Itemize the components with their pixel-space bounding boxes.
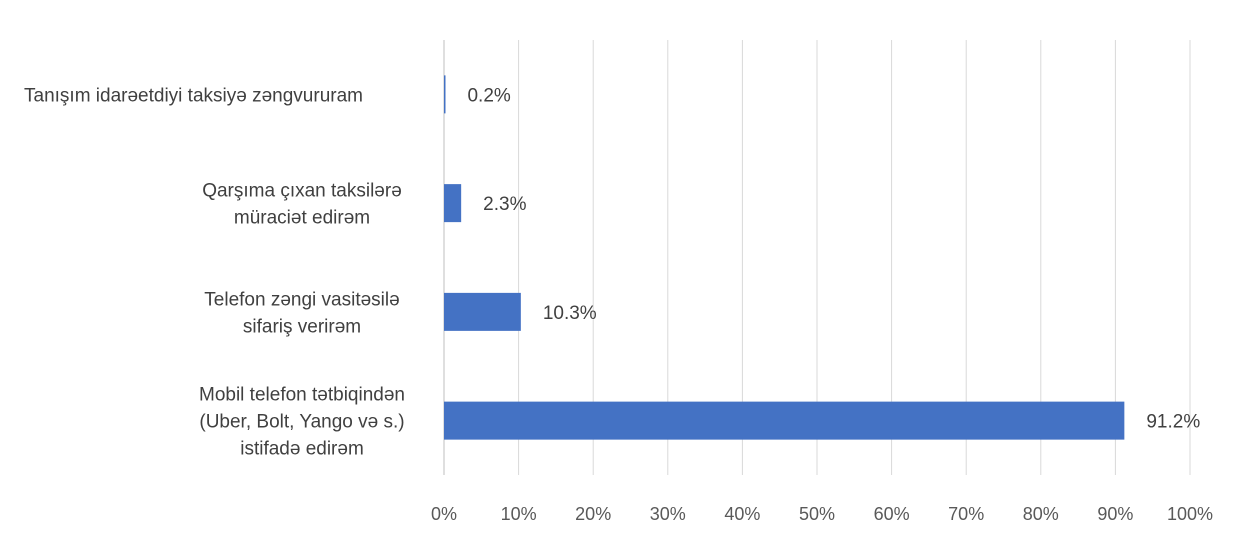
category-label: Tanışım idarəetdiyi taksiyə zəngvururam <box>24 85 363 106</box>
category-label: Telefon zəngi vasitəsilə sifariş verirəm <box>204 289 399 337</box>
bars <box>444 75 1124 439</box>
x-axis-tick-labels: 0% 10% 20% 30% 40% 50% 60% 70% 80% 90% 100% <box>431 504 1213 524</box>
x-tick-label: 0% <box>431 504 457 524</box>
category-label-line: Telefon zəngi vasitəsilə <box>204 289 399 310</box>
data-label: 91.2% <box>1146 412 1200 433</box>
x-tick-label: 60% <box>874 504 910 524</box>
data-label: 10.3% <box>543 303 597 324</box>
x-tick-label: 20% <box>575 504 611 524</box>
x-tick-label: 70% <box>948 504 984 524</box>
category-labels: Tanışım idarəetdiyi taksiyə zəngvururam Q… <box>24 85 405 459</box>
bar <box>444 293 521 331</box>
x-tick-label: 10% <box>501 504 537 524</box>
x-tick-label: 30% <box>650 504 686 524</box>
bar <box>444 402 1124 440</box>
bar <box>444 75 445 113</box>
x-tick-label: 50% <box>799 504 835 524</box>
category-label-line: Mobil telefon tətbiqindən <box>199 385 405 406</box>
data-label: 2.3% <box>483 194 526 215</box>
category-label-line: (Uber, Bolt, Yango və s.) <box>199 412 404 433</box>
x-tick-label: 100% <box>1167 504 1213 524</box>
bar <box>444 184 461 222</box>
category-label-line: sifariş verirəm <box>243 316 361 337</box>
data-label: 0.2% <box>467 85 510 106</box>
category-label-line: müraciət edirəm <box>234 208 370 229</box>
x-tick-label: 90% <box>1097 504 1133 524</box>
category-label-line: Tanışım idarəetdiyi taksiyə zəngvururam <box>24 85 363 106</box>
x-tick-label: 40% <box>724 504 760 524</box>
category-label-line: Qarşıma çıxan taksilərə <box>202 181 402 202</box>
data-labels: 0.2% 2.3% 10.3% 91.2% <box>467 85 1200 432</box>
x-tick-label: 80% <box>1023 504 1059 524</box>
category-label: Qarşıma çıxan taksilərə müraciət edirəm <box>202 181 402 229</box>
category-label: Mobil telefon tətbiqindən (Uber, Bolt, Ya… <box>199 385 405 460</box>
category-label-line: istifadə edirəm <box>240 439 364 460</box>
